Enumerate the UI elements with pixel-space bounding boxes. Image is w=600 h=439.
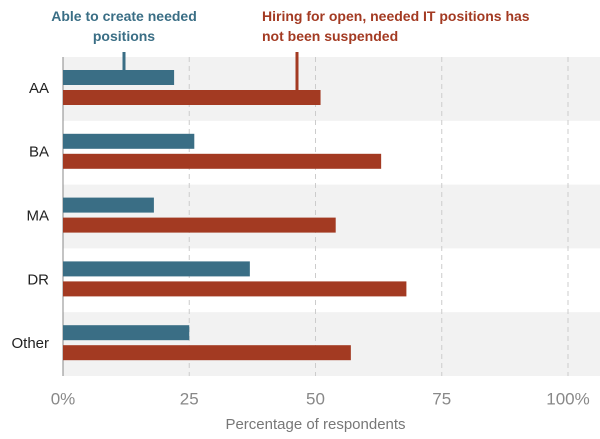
x-tick-label: 100% [546,389,589,408]
x-tick-label: 50 [306,389,325,408]
bar [63,217,336,233]
bar [63,345,351,361]
row-band [63,184,600,249]
x-axis-title: Percentage of respondents [225,416,405,433]
y-tick-label: Other [11,335,49,352]
bar [63,325,190,341]
legend-label: Able to create needed positions [51,8,197,44]
bar [63,70,175,85]
bar [63,90,321,105]
y-tick-label: AA [29,80,49,97]
x-tick-label: 75 [432,389,451,408]
y-tick-label: DR [27,271,49,288]
bar [63,153,382,169]
x-tick-label: 25 [180,389,199,408]
y-tick-label: BA [29,144,49,161]
bar [63,197,154,213]
row-band [63,312,600,376]
x-tick-label: 0% [51,389,76,408]
legend-label: Hiring for open, needed IT positions has… [262,8,530,44]
bar [63,281,407,297]
y-tick-label: MA [27,207,50,224]
row-band [63,57,600,121]
bar [63,133,195,149]
bar [63,261,250,277]
